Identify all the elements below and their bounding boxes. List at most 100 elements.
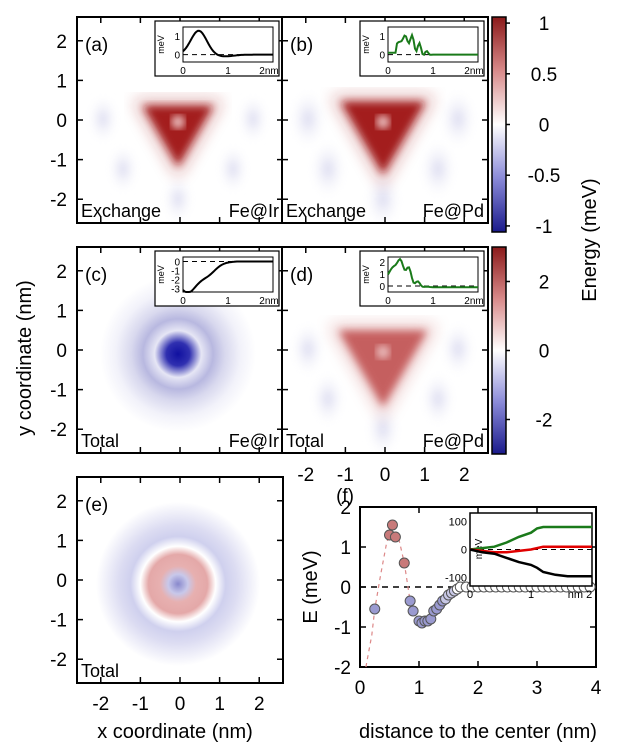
inset-y-tick-label: 0 (174, 257, 180, 268)
negative-lobe (419, 137, 457, 201)
inset-y-tick-label: 0 (379, 51, 385, 62)
x-tick-label: 1 (214, 694, 225, 715)
inset-plot-box (182, 256, 274, 293)
colorbar-label: Energy (meV) (579, 178, 601, 301)
y-tick-label: -1 (50, 151, 67, 172)
center-dip (376, 345, 390, 359)
inset-x-tick-label: 1 (225, 296, 231, 307)
x-tick-label: -2 (92, 694, 109, 715)
panel-a-field (87, 93, 269, 223)
colorbar-middle-tick-label: 0 (539, 342, 550, 363)
inset-series-line (469, 548, 592, 578)
panel-e-field (96, 502, 260, 666)
panel-d-system-label: Fe@Pd (423, 431, 484, 451)
negative-lobe (309, 137, 347, 201)
x-axis-label-left: x coordinate (nm) (97, 721, 253, 743)
negative-lobe (440, 320, 476, 378)
inset-x-tick-label: 1 (430, 66, 436, 77)
negative-lobe (439, 87, 477, 151)
panel-b-system-label: Fe@Pd (423, 201, 484, 221)
inset-series-line (469, 545, 592, 554)
colorbar-top-tick-label: -1 (536, 217, 553, 238)
inset-y-tick-label: 1 (379, 270, 385, 281)
y-tick-label: -1 (334, 618, 351, 639)
x-tick-label: 2 (473, 678, 484, 699)
panel-f-tag: (f) (336, 486, 354, 507)
colorbar-middle: 2 0 -2 (491, 246, 552, 455)
inset-curve (182, 29, 273, 58)
negative-ring (100, 276, 256, 432)
y-tick-label: 2 (56, 262, 67, 283)
inset-y-label: meV (361, 35, 371, 54)
y-tick-label: 0 (56, 571, 67, 592)
data-point (407, 605, 419, 617)
inset-curve (387, 257, 478, 289)
colorbar-top-tick-label: -0.5 (528, 166, 561, 187)
x-tick-label: 0 (355, 678, 366, 699)
inset-curve (388, 32, 478, 57)
y-tick-label: 1 (56, 531, 67, 552)
panel-c-tag: (c) (85, 265, 107, 286)
positive-core (341, 102, 425, 174)
inset-x-tick-label: 2nm (259, 296, 278, 307)
negative-lobe (290, 320, 326, 378)
y-tick-label: -2 (334, 658, 351, 679)
panel-e-quantity-label: Total (81, 661, 119, 681)
x-tick-label: 2 (254, 694, 265, 715)
y-tick-label: -1 (50, 611, 67, 632)
inset-plot-box (387, 26, 479, 63)
inset-x-tick-label: 1 (430, 296, 436, 307)
center-dip (171, 115, 185, 129)
inset-x-tick-label: 0 (467, 589, 473, 601)
negative-lobe (237, 93, 269, 145)
inset-x-tick-label: 1 (225, 66, 231, 77)
inset-y-tick-label: -2 (171, 275, 180, 286)
panel-e: -2 -1 0 1 2 -2 -1 0 1 2 (e) Total (50, 476, 284, 715)
y-tick-label: 1 (56, 301, 67, 322)
negative-lobe (364, 167, 402, 223)
inset-x-tick-label: 2nm (464, 296, 483, 307)
x-tick-label: 3 (532, 678, 543, 699)
inset-y-tick-label: 0 (461, 545, 467, 557)
negative-lobe (87, 93, 119, 145)
inset-frame (154, 20, 280, 77)
colorbar-top: 1 0.5 0 -0.5 -1 (491, 14, 561, 238)
panel-c-system-label: Fe@Ir (229, 431, 279, 451)
y-tick-label: 1 (340, 538, 351, 559)
inset-frame (154, 250, 280, 307)
inset-y-tick-label: 1 (174, 32, 180, 43)
colorbar-middle-gradient (491, 246, 507, 455)
y-tick-label: 0 (56, 111, 67, 132)
inset-y-tick-label: 0 (379, 282, 385, 293)
inset-y-tick-label: 100 (449, 516, 467, 528)
inset-plot-box (182, 26, 274, 63)
colorbar-top-tick-label: 1 (539, 14, 550, 35)
x-tick-label: -2 (297, 465, 314, 486)
negative-lobe (107, 143, 139, 195)
panel-b-tag: (b) (290, 35, 313, 56)
x-axis-label-right: distance to the center (nm) (359, 721, 597, 743)
panel-b-inset: 1 00 1 2nm meV (359, 20, 485, 77)
colorbar-top-gradient (491, 16, 507, 233)
colorbar-middle-tick-label: 2 (539, 273, 550, 294)
mixed-ring (96, 502, 260, 666)
inset-x-tick-label: 2nm (259, 66, 278, 77)
y-tick-label: 1 (56, 71, 67, 92)
y-tick-label: 0 (56, 341, 67, 362)
x-tick-label: 4 (591, 678, 602, 699)
panel-e-tag: (e) (85, 495, 108, 516)
y-tick-label: 0 (340, 578, 351, 599)
panel-b-quantity-label: Exchange (286, 201, 366, 221)
colorbars: 1 0.5 0 -0.5 -1 2 0 -2 (491, 14, 561, 455)
inset-y-tick-label: -1 (171, 266, 180, 277)
x-tick-label: -1 (337, 465, 354, 486)
y-tick-label: -1 (50, 381, 67, 402)
negative-lobe (289, 87, 327, 151)
panel-d-quantity-label: Total (286, 431, 324, 451)
colorbar-top-tick-label: 0.5 (531, 65, 557, 86)
inset-y-label: meV (156, 265, 166, 284)
